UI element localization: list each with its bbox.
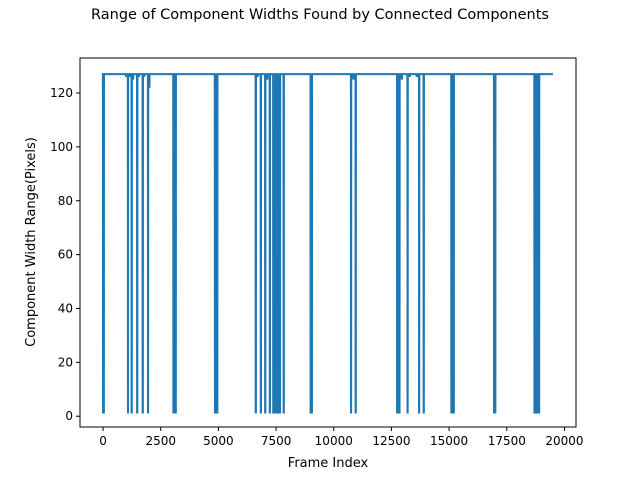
x-tick-label: 12500 [372, 434, 410, 448]
plot-area [101, 73, 553, 414]
plot-frame [79, 57, 577, 428]
x-tick-label: 20000 [545, 434, 583, 448]
y-axis-label: Component Width Range(Pixels) [24, 137, 39, 347]
x-tick-label: 0 [99, 434, 107, 448]
x-tick-label: 2500 [145, 434, 176, 448]
x-tick-label: 17500 [488, 434, 526, 448]
y-tick-label: 0 [65, 409, 73, 423]
y-tick-label: 80 [58, 194, 73, 208]
y-tick-label: 120 [50, 86, 73, 100]
x-tick-label: 10000 [315, 434, 353, 448]
x-tick-label: 15000 [430, 434, 468, 448]
series-line [101, 73, 553, 414]
y-tick-label: 60 [58, 248, 73, 262]
y-tick-label: 40 [58, 301, 73, 315]
y-tick-label: 20 [58, 355, 73, 369]
x-tick-label: 7500 [261, 434, 292, 448]
x-tick-label: 5000 [203, 434, 234, 448]
x-axis-label: Frame Index [288, 456, 369, 471]
axis-ticks: 0 2500 5000 7500 10000 12500 15000 17500 20000 0 2… [50, 86, 583, 448]
y-tick-label: 100 [50, 140, 73, 154]
chart-title: Range of Component Widths Found by Conne… [91, 7, 549, 23]
